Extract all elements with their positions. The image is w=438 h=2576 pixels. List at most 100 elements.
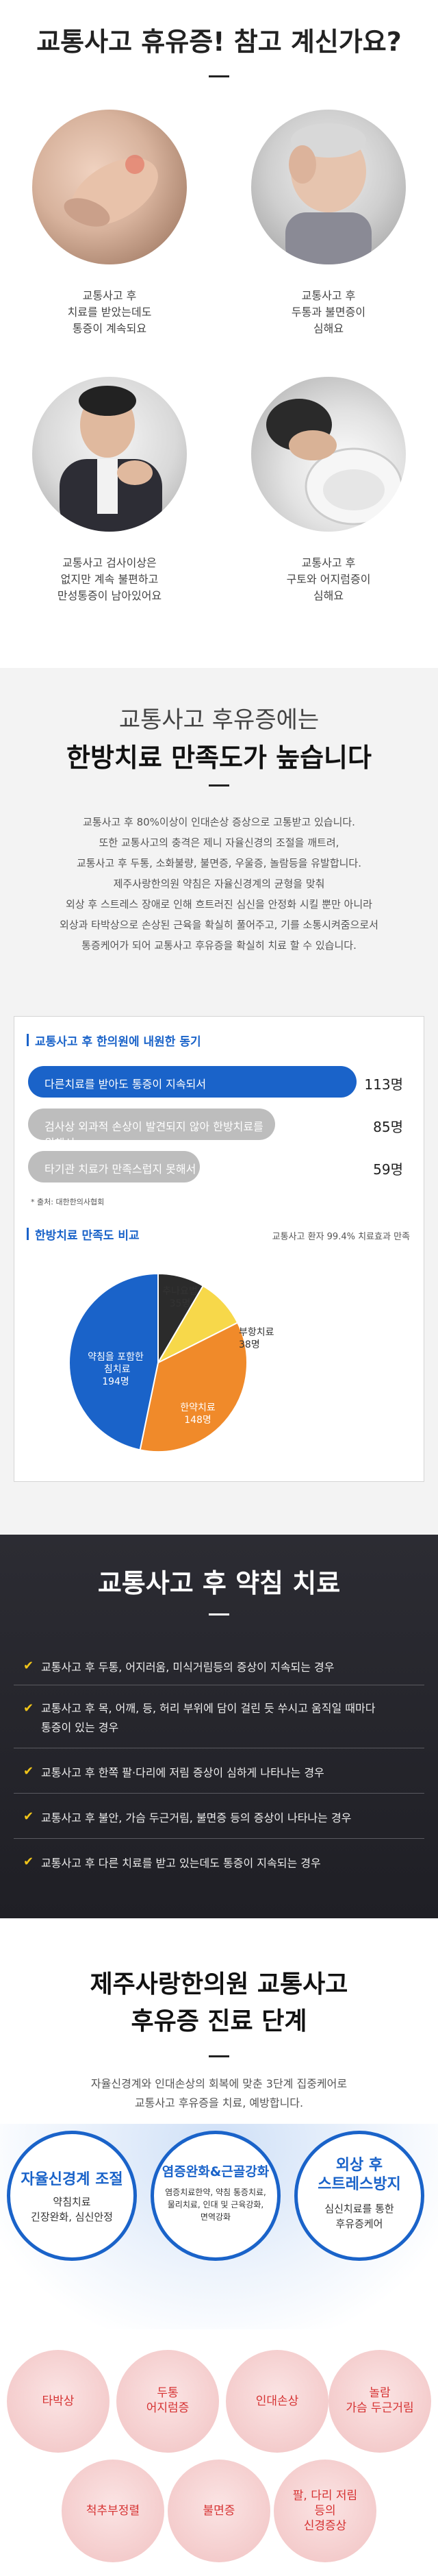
text-line: 교통사고 후 — [301, 556, 356, 569]
reason-row: 타기관 치료가 만족스럽지 못해서 59명 — [28, 1151, 411, 1182]
desc-line: 자율신경계와 인대손상의 회복에 맞춘 3단계 집중케어로 — [90, 2077, 348, 2090]
nausea-illustration — [266, 399, 403, 525]
item-text: 교통사고 후 한쪽 팔·다리에 저림 증상이 심하게 나타나는 경우 — [41, 1766, 324, 1779]
reason-row: 검사상 외과적 손상이 발견되지 않아 한방치료를 원해서 85명 — [28, 1109, 411, 1150]
text-line: 두통과 불면증이 — [291, 306, 366, 319]
reason-count: 85명 — [373, 1119, 403, 1135]
stage-3: 외상 후 스트레스방지 심신치료를 통한 후유증케어 — [294, 2131, 424, 2261]
reason-bar: 다른치료를 받아도 통증이 지속되서 — [28, 1066, 357, 1098]
paragraph-line: 또한 교통사고의 충격은 제니 자율신경의 조절을 깨트려, — [99, 837, 339, 849]
pie-slice-label: 한약치료 148명 — [180, 1402, 216, 1426]
desc-line: 교통사고 후유증을 치료, 예방합니다. — [134, 2096, 304, 2109]
stage-desc: 약침치료 긴장완화, 심신안정 — [10, 2194, 133, 2225]
paragraph-line: 교통사고 후 80%이상이 인대손상 증상으로 고통받고 있습니다. — [83, 816, 355, 828]
section-title: 제주사랑한의원 교통사고 후유증 진료 단계 — [0, 1966, 438, 2040]
symptom-label-line: 놀람 — [369, 2386, 391, 2400]
symptom-label: 척추부정렬 — [86, 2504, 140, 2518]
neck-pain-illustration — [64, 155, 158, 227]
pie-slice-label: 추나요법 35명 — [162, 1286, 198, 1309]
symptom-label: 인대손상 — [255, 2394, 299, 2408]
symptom-spine: 척추부정렬 — [62, 2460, 164, 2562]
text-line: 구토와 어지럼증이 — [286, 573, 371, 586]
stage-title-line: 스트레스방지 — [318, 2176, 401, 2193]
symptom-label-line: 두통 — [157, 2386, 179, 2400]
item-text: 교통사고 후 불안, 가슴 두근거림, 불면증 등의 증상이 나타나는 경우 — [41, 1811, 352, 1824]
stage-desc-line: 물리치료, 인대 및 근육강화, — [167, 2200, 264, 2209]
check-icon: ✔ — [23, 1855, 34, 1869]
stage-1: 자율신경계 조절 약침치료 긴장완화, 심신안정 — [7, 2131, 137, 2261]
pie-slice-label: 부항치료 38명 — [239, 1327, 274, 1350]
stage-title: 염증완화&근골강화 — [162, 2164, 270, 2179]
check-icon: ✔ — [23, 1701, 34, 1716]
stage-desc-line: 면역강화 — [200, 2212, 231, 2222]
title-line: 후유증 진료 단계 — [131, 2007, 307, 2035]
paragraph-line: 제주사랑한의원 약침은 자율신경계의 균형을 맞춰 — [113, 878, 325, 890]
headache-illustration — [285, 123, 372, 264]
stage-desc: 염증치료한약, 약침 통증치료, 물리치료, 인대 및 근육강화, 면역강화 — [154, 2186, 277, 2223]
symptom-label-line: 등의 — [314, 2504, 336, 2518]
concern-text-4: 교통사고 후 구토와 어지럼증이 심해요 — [240, 555, 417, 604]
check-icon: ✔ — [23, 1659, 34, 1673]
text-line: 교통사고 후 — [301, 289, 356, 302]
text-line: 없지만 계속 불편하고 — [60, 573, 159, 586]
pie-slice-label: 약침을 포함한 침치료 194명 — [88, 1352, 144, 1387]
neck-pain-photo — [32, 110, 187, 264]
stage-desc-line: 약침치료 — [53, 2196, 91, 2208]
title-divider — [209, 784, 229, 787]
satisfaction-section: 교통사고 후유증에는 한방치료 만족도가 높습니다 교통사고 후 80%이상이 … — [0, 668, 438, 1535]
stage-desc-line: 심신치료를 통한 — [324, 2203, 394, 2215]
title-divider — [209, 1613, 229, 1615]
symptom-palpitation: 놀람 가슴 두근거림 — [328, 2350, 431, 2453]
symptom-label-line: 신경증상 — [303, 2519, 347, 2533]
symptom-label: 타박상 — [42, 2394, 75, 2408]
symptom-bruise: 타박상 — [7, 2350, 110, 2453]
symptom-ligament: 인대손상 — [226, 2350, 328, 2453]
check-icon: ✔ — [23, 1764, 34, 1779]
acupuncture-section: 교통사고 후 약침 치료 ✔ 교통사고 후 두통, 어지러움, 미식거림등의 증… — [0, 1535, 438, 1918]
reasons-title: 교통사고 후 한의원에 내원한 동기 — [27, 1032, 201, 1049]
nausea-photo — [251, 377, 406, 532]
pie-slice — [139, 1322, 248, 1452]
text-line: 심해요 — [313, 589, 344, 602]
title-divider — [209, 75, 229, 77]
indication-item: ✔ 교통사고 후 두통, 어지러움, 미식거림등의 증상이 지속되는 경우 — [14, 1650, 424, 1685]
concern-text-1: 교통사고 후 치료를 받았는데도 통증이 계속되요 — [21, 288, 198, 337]
stage-title: 자율신경계 조절 — [21, 2171, 123, 2188]
symptom-headache: 두통 어지럼증 — [116, 2350, 219, 2453]
symptom-label-line: 가슴 두근거림 — [346, 2401, 414, 2415]
symptom-insomnia: 불면증 — [168, 2460, 270, 2562]
reason-label: 다른치료를 받아도 통증이 지속되서 — [44, 1078, 207, 1091]
title-line: 제주사랑한의원 교통사고 — [90, 1970, 348, 1998]
stage-title: 외상 후 스트레스방지 — [298, 2156, 421, 2194]
title-divider — [209, 2055, 229, 2057]
indication-item: ✔ 교통사고 후 한쪽 팔·다리에 저림 증상이 심하게 나타나는 경우 — [14, 1753, 424, 1794]
reason-bar: 타기관 치료가 만족스럽지 못해서 — [28, 1151, 200, 1182]
section-title: 교통사고 후 약침 치료 — [97, 1568, 341, 1598]
symptom-label: 불면증 — [203, 2504, 235, 2518]
section-description: 자율신경계와 인대손상의 회복에 맞춘 3단계 집중케어로 교통사고 후유증을 … — [27, 2075, 411, 2113]
item-text: 교통사고 후 다른 치료를 받고 있는데도 통증이 지속되는 경우 — [41, 1857, 321, 1870]
paragraph-line: 교통사고 후 두통, 소화불량, 불면증, 우울증, 놀람등을 유발합니다. — [76, 857, 362, 869]
stage-desc-line: 염증치료한약, 약침 통증치료, — [165, 2188, 266, 2197]
check-icon: ✔ — [23, 1809, 34, 1824]
reason-label: 검사상 외과적 손상이 발견되지 않아 한방치료를 원해서 — [44, 1120, 263, 1150]
text-line: 교통사고 후 — [82, 289, 137, 302]
stage-desc: 심신치료를 통한 후유증케어 — [298, 2201, 421, 2231]
chronic-pain-illustration — [60, 386, 162, 532]
treatment-steps-section: 제주사랑한의원 교통사고 후유증 진료 단계 자율신경계와 인대손상의 회복에 … — [0, 1918, 438, 2576]
stage-desc-line: 후유증케어 — [335, 2218, 383, 2230]
item-text: 통증이 있는 경우 — [41, 1721, 119, 1734]
stage-title-line: 외상 후 — [335, 2157, 383, 2174]
symptom-numbness: 팔, 다리 저림 등의 신경증상 — [274, 2460, 376, 2562]
item-text: 교통사고 후 두통, 어지러움, 미식거림등의 증상이 지속되는 경우 — [41, 1661, 335, 1674]
item-text: 교통사고 후 목, 어깨, 등, 허리 부위에 담이 걸린 듯 쑤시고 움직일 … — [41, 1702, 376, 1715]
paragraph-line: 통증케어가 되어 교통사고 후유증을 확실히 치료 할 수 있습니다. — [81, 939, 357, 952]
text-line: 교통사고 검사이상은 — [62, 556, 157, 569]
symptom-label: 팔, 다리 저림 등의 신경증상 — [274, 2488, 376, 2534]
text-line: 치료를 받았는데도 — [67, 306, 152, 319]
chronic-pain-photo — [32, 377, 187, 532]
concern-section: 교통사고 휴유증! 참고 계신가요? 교통사고 후 치료를 받았는데도 통증이 … — [0, 0, 438, 668]
satisfaction-title: 한방치료 만족도 비교 — [27, 1226, 140, 1243]
indication-item: ✔ 교통사고 후 다른 치료를 받고 있는데도 통증이 지속되는 경우 — [14, 1843, 424, 1884]
